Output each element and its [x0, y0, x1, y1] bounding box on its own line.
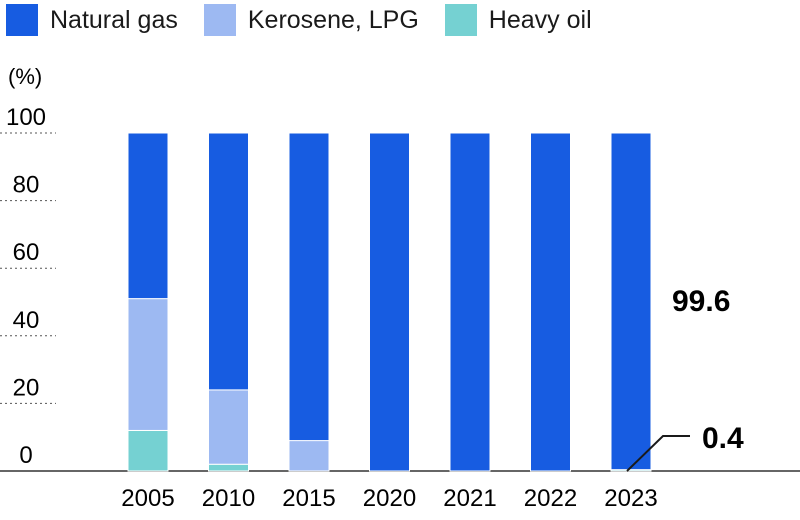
y-tick-label: 0 [19, 442, 32, 469]
bar-segment-natural-gas-2022 [530, 132, 571, 472]
y-tick-label: 100 [6, 104, 46, 131]
callouts: 99.6 0.4 [626, 285, 744, 472]
y-axis-unit-label: (%) [8, 64, 42, 89]
bar-segment-natural-gas-2005 [127, 132, 169, 300]
y-tick-label: 40 [13, 307, 40, 334]
x-tick-label-2005: 2005 [121, 485, 174, 512]
bar-segment-heavy-oil-2005 [127, 429, 169, 472]
x-tick-label-2015: 2015 [282, 485, 335, 512]
bar-segment-kerosene-lpg-2005 [127, 298, 169, 431]
x-tick-label-2023: 2023 [604, 485, 657, 512]
x-tick-label-2010: 2010 [202, 485, 255, 512]
y-tick-label: 80 [13, 172, 40, 199]
bar-segment-natural-gas-2023 [610, 132, 652, 471]
legend: Natural gas Kerosene, LPG Heavy oil [6, 2, 618, 38]
x-tick-label-2021: 2021 [443, 485, 496, 512]
callout-leader-line [626, 435, 690, 472]
bar-segment-kerosene-lpg-2015 [288, 440, 330, 472]
bar-segment-heavy-oil-2010 [208, 463, 249, 472]
callout-heavy-oil-2023: 0.4 [702, 422, 744, 455]
bar-segment-natural-gas-2021 [449, 132, 491, 472]
x-tick-label-2020: 2020 [363, 485, 416, 512]
legend-item-kerosene-lpg: Kerosene, LPG [203, 4, 419, 36]
callout-natural-gas-2023: 99.6 [672, 285, 730, 318]
y-tick-labels: 0 20 40 60 80 100 [6, 104, 46, 469]
bar-segment-natural-gas-2015 [288, 132, 330, 442]
legend-item-natural-gas: Natural gas [6, 4, 178, 36]
bar-segment-kerosene-lpg-2010 [208, 389, 249, 465]
bar-segment-natural-gas-2020 [369, 132, 410, 472]
legend-label-kerosene-lpg: Kerosene, LPG [247, 5, 419, 34]
legend-swatch-natural-gas [6, 4, 38, 36]
y-tick-label: 60 [13, 239, 40, 266]
y-tick-label: 20 [13, 374, 40, 401]
bar-segment-natural-gas-2010 [208, 132, 249, 391]
legend-swatch-kerosene-lpg [203, 4, 236, 36]
legend-swatch-heavy-oil [444, 4, 477, 36]
x-tick-label-2022: 2022 [524, 485, 577, 512]
legend-item-heavy-oil: Heavy oil [444, 4, 592, 36]
legend-label-natural-gas: Natural gas [50, 5, 178, 34]
legend-label-heavy-oil: Heavy oil [488, 5, 592, 34]
x-tick-labels: 2005 2010 2015 2020 2021 2022 2023 [121, 485, 657, 512]
bars [127, 132, 652, 472]
